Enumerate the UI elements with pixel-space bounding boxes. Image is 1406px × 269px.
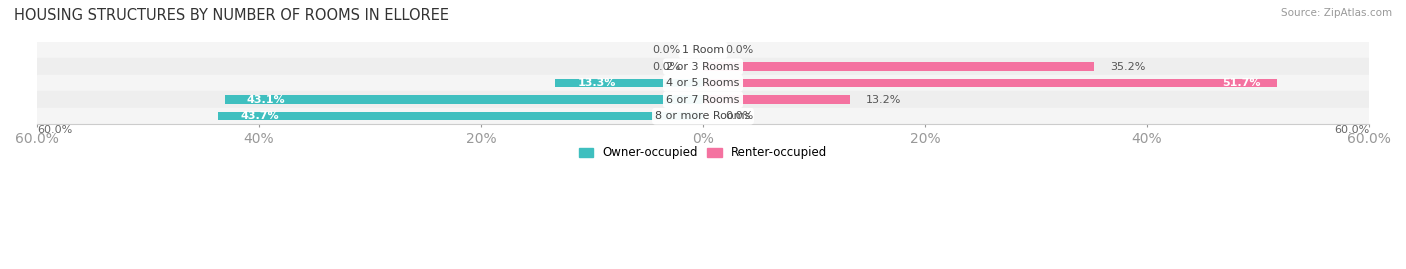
Text: 51.7%: 51.7%	[1222, 78, 1260, 88]
Text: 8 or more Rooms: 8 or more Rooms	[655, 111, 751, 121]
Text: 0.0%: 0.0%	[725, 45, 754, 55]
Bar	[555, 79, 703, 87]
Bar	[37, 42, 1369, 58]
Text: 0.0%: 0.0%	[652, 45, 681, 55]
Bar	[37, 91, 1369, 108]
Text: 6 or 7 Rooms: 6 or 7 Rooms	[666, 95, 740, 105]
Text: 2 or 3 Rooms: 2 or 3 Rooms	[666, 62, 740, 72]
Bar	[37, 75, 1369, 91]
Bar	[37, 108, 1369, 125]
Text: 35.2%: 35.2%	[1111, 62, 1146, 72]
Text: 43.7%: 43.7%	[240, 111, 278, 121]
Text: 13.3%: 13.3%	[578, 78, 616, 88]
Bar	[703, 79, 1277, 87]
Text: 0.0%: 0.0%	[652, 62, 681, 72]
Text: 4 or 5 Rooms: 4 or 5 Rooms	[666, 78, 740, 88]
Text: 13.2%: 13.2%	[866, 95, 901, 105]
Legend: Owner-occupied, Renter-occupied: Owner-occupied, Renter-occupied	[574, 141, 832, 164]
Text: 60.0%: 60.0%	[1334, 125, 1369, 135]
Bar	[37, 58, 1369, 75]
Text: HOUSING STRUCTURES BY NUMBER OF ROOMS IN ELLOREE: HOUSING STRUCTURES BY NUMBER OF ROOMS IN…	[14, 8, 449, 23]
Text: 0.0%: 0.0%	[725, 111, 754, 121]
Text: 60.0%: 60.0%	[37, 125, 72, 135]
Text: 1 Room: 1 Room	[682, 45, 724, 55]
Bar	[703, 95, 849, 104]
Bar	[218, 112, 703, 121]
Bar	[703, 62, 1094, 71]
Text: 43.1%: 43.1%	[246, 95, 285, 105]
Text: Source: ZipAtlas.com: Source: ZipAtlas.com	[1281, 8, 1392, 18]
Bar	[225, 95, 703, 104]
